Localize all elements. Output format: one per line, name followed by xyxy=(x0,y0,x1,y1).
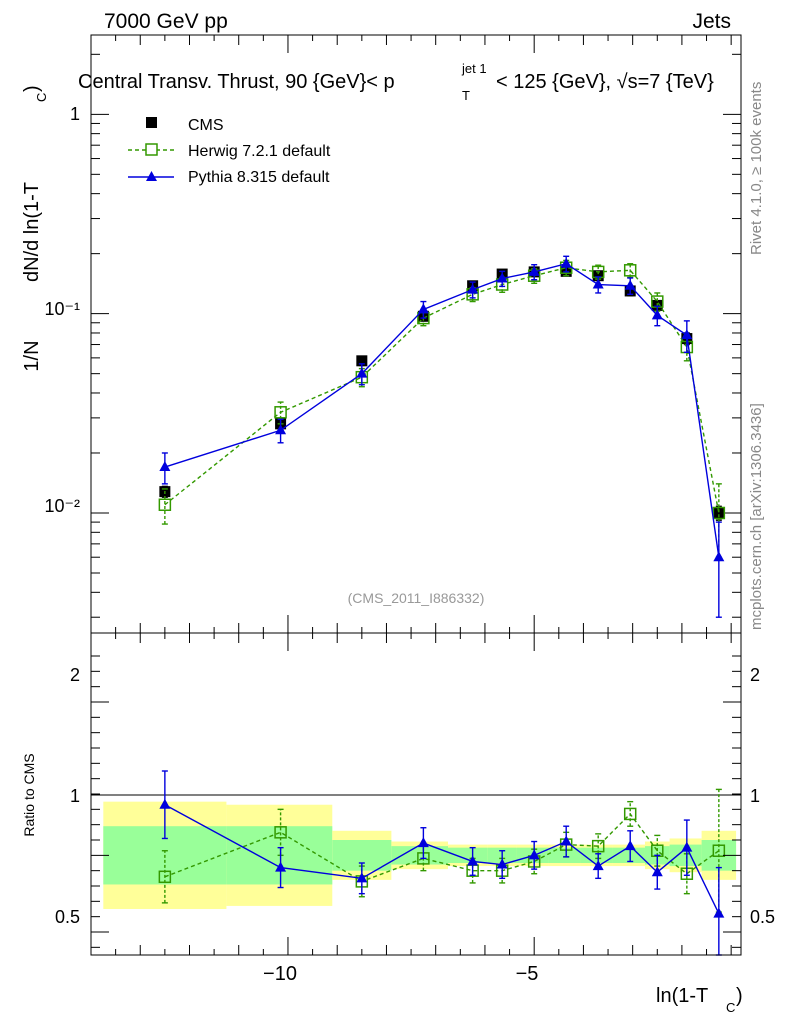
pythia-line xyxy=(164,262,720,558)
top-ylabel: 1/N dN/d ln(1-T C ) xyxy=(21,85,49,371)
top-ytick-label-0: 10⁻² xyxy=(44,496,80,516)
legend: CMS Herwig 7.2.1 default Pythia 8.315 de… xyxy=(128,117,331,186)
band-inner-3 xyxy=(391,846,449,865)
pythia-point-7 xyxy=(560,257,572,268)
header-left: 7000 GeV pp xyxy=(104,10,228,33)
mcplots-label: mcplots.cern.ch [arXiv:1306.3436] xyxy=(748,403,765,630)
ratio-herwig-point-8 xyxy=(591,839,605,853)
herwig-point-0 xyxy=(158,498,172,511)
ratio-pythia-point-12 xyxy=(713,907,725,918)
band-inner-4 xyxy=(448,847,488,863)
xtick-label-1: −5 xyxy=(516,963,539,985)
title-sub: T xyxy=(462,88,470,103)
legend-label-cms: CMS xyxy=(188,117,224,134)
title-main: Central Transv. Thrust, 90 {GeV}< p xyxy=(78,71,395,93)
bottom-y-tick-labels: 0.5 1 2 0.5 1 2 xyxy=(55,665,775,927)
pythia-point-6 xyxy=(528,265,540,276)
legend-entry-pythia: Pythia 8.315 default xyxy=(128,169,330,186)
bottom-ytick-label-right-0: 0.5 xyxy=(750,907,775,927)
ratio-pythia-point-3 xyxy=(417,837,429,848)
ratio-pythia-point-4 xyxy=(467,855,479,866)
ratio-herwig-point-10 xyxy=(651,844,664,857)
top-y-tick-labels: 10⁻² 10⁻¹ 1 xyxy=(44,104,80,516)
bottom-ytick-label-2: 2 xyxy=(70,665,80,685)
header-right: Jets xyxy=(692,10,731,33)
ratio-herwig-point-9 xyxy=(623,807,637,821)
pythia-point-0 xyxy=(159,461,171,472)
rivet-label: Rivet 4.1.0, ≥ 100k events xyxy=(748,82,765,255)
xlabel-main: ln(1-T xyxy=(656,985,708,1007)
pythia-point-5 xyxy=(496,272,508,283)
xtick-label-0: −10 xyxy=(263,963,297,985)
ratio-pythia-point-7 xyxy=(560,835,572,846)
legend-marker-cms xyxy=(146,117,157,128)
ratio-pythia-point-0 xyxy=(159,798,171,809)
ratio-herwig-point-1 xyxy=(274,826,287,839)
pythia-point-10 xyxy=(651,309,663,320)
top-axis-ticks xyxy=(90,35,741,633)
top-ylabel-a: 1/N xyxy=(21,340,43,371)
pythia-point-2 xyxy=(356,367,368,378)
bottom-ytick-label-right-1: 1 xyxy=(750,786,760,806)
cms-point-8 xyxy=(592,270,604,282)
top-ylabel-c: ) xyxy=(21,85,43,92)
bottom-axis-ticks xyxy=(90,633,741,955)
ratio-pythia-point-2 xyxy=(356,872,368,883)
xlabel-tail: ) xyxy=(736,985,743,1007)
legend-entry-herwig: Herwig 7.2.1 default xyxy=(128,143,331,160)
ratio-pythia-point-8 xyxy=(592,860,604,871)
legend-marker-herwig xyxy=(145,143,158,156)
bottom-ytick-label-0: 0.5 xyxy=(55,907,80,927)
pythia-point-3 xyxy=(417,303,429,314)
ratio-herwig-point-12 xyxy=(712,844,726,857)
bottom-ytick-label-1: 1 xyxy=(70,786,80,806)
pythia-point-9 xyxy=(624,279,636,290)
bottom-ylabel: Ratio to CMS xyxy=(21,753,37,836)
x-axis-title: ln(1-T C ) xyxy=(656,985,743,1015)
top-series-layer xyxy=(158,255,726,618)
legend-entry-cms: CMS xyxy=(146,117,224,134)
top-ylabel-sub: C xyxy=(34,93,49,102)
analysis-watermark: (CMS_2011_I886332) xyxy=(348,590,485,606)
top-ytick-label-2: 1 xyxy=(70,104,80,124)
xlabel-sub: C xyxy=(726,1000,735,1015)
x-tick-labels: −10 −5 xyxy=(263,963,538,985)
herwig-point-12 xyxy=(712,506,726,520)
top-ytick-label-1: 10⁻¹ xyxy=(44,299,80,319)
ratio-pythia-point-11 xyxy=(681,841,693,852)
herwig-point-1 xyxy=(274,406,287,419)
cms-point-12 xyxy=(713,507,725,519)
bottom-ytick-label-right-2: 2 xyxy=(750,665,760,685)
band-inner-7 xyxy=(548,847,581,863)
ratio-pythia-point-9 xyxy=(624,840,636,851)
ratio-pythia-point-6 xyxy=(528,849,540,860)
herwig-line xyxy=(164,267,720,514)
herwig-point-8 xyxy=(591,265,605,279)
pythia-point-4 xyxy=(467,283,479,294)
legend-marker-pythia xyxy=(146,171,157,181)
title-tail: < 125 {GeV}, √s=7 {TeV} xyxy=(496,71,714,93)
cms-point-2 xyxy=(356,355,368,367)
pythia-point-1 xyxy=(275,424,287,435)
ratio-herwig-point-0 xyxy=(158,870,172,884)
herwig-point-9 xyxy=(623,264,637,277)
top-ylabel-b: dN/d ln(1-T xyxy=(21,182,43,282)
legend-label-herwig: Herwig 7.2.1 default xyxy=(188,143,331,160)
pythia-point-12 xyxy=(713,551,725,562)
title-sup: jet 1 xyxy=(461,61,487,76)
ratio-pythia-point-1 xyxy=(275,861,287,872)
pythia-point-8 xyxy=(592,278,604,289)
ratio-pythia-point-10 xyxy=(651,866,663,877)
legend-label-pythia: Pythia 8.315 default xyxy=(188,169,330,186)
herwig-point-10 xyxy=(651,295,664,308)
pythia-point-11 xyxy=(681,329,693,340)
plot-title: Central Transv. Thrust, 90 {GeV}< p jet … xyxy=(78,61,714,103)
ratio-pythia-point-5 xyxy=(496,858,508,869)
